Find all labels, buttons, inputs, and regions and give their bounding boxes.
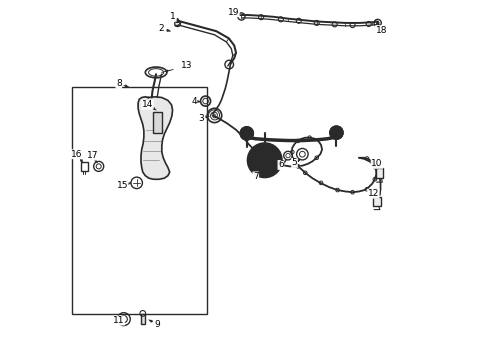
Bar <box>72 87 207 315</box>
Bar <box>141 314 145 324</box>
Text: 8: 8 <box>116 80 122 89</box>
Circle shape <box>240 127 253 140</box>
Bar <box>375 168 383 178</box>
Text: 16: 16 <box>72 150 83 159</box>
Text: 4: 4 <box>191 96 197 105</box>
Text: 5: 5 <box>292 158 297 167</box>
Text: 19: 19 <box>228 8 239 17</box>
Circle shape <box>244 131 249 136</box>
Text: 7: 7 <box>253 172 259 181</box>
Text: 2: 2 <box>159 24 164 33</box>
Text: 6: 6 <box>278 161 284 170</box>
Circle shape <box>376 22 379 24</box>
Text: 12: 12 <box>368 189 379 198</box>
Bar <box>373 197 381 206</box>
Text: 14: 14 <box>142 100 153 109</box>
Circle shape <box>334 130 339 135</box>
Bar <box>153 112 162 133</box>
Text: 9: 9 <box>154 320 160 329</box>
Text: 3: 3 <box>198 114 204 123</box>
Circle shape <box>247 143 282 177</box>
Bar <box>81 162 88 171</box>
Circle shape <box>330 126 343 139</box>
Text: 18: 18 <box>375 26 387 35</box>
Circle shape <box>261 157 269 164</box>
Text: 11: 11 <box>113 316 124 325</box>
Polygon shape <box>138 97 172 179</box>
Text: 13: 13 <box>181 62 193 71</box>
Text: 1: 1 <box>171 12 176 21</box>
Text: 10: 10 <box>371 159 383 168</box>
Text: 15: 15 <box>117 181 128 190</box>
Text: 17: 17 <box>87 151 98 160</box>
